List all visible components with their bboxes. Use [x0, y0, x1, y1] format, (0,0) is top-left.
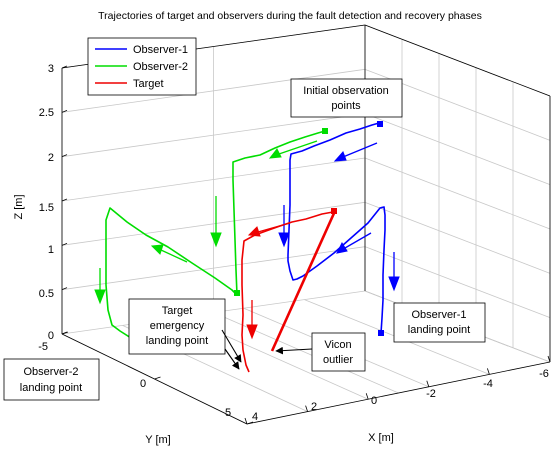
x-tick-0: 0 — [371, 395, 377, 407]
chart-title: Trajectories of target and observers dur… — [98, 10, 482, 22]
observer-2-trajectory — [105, 130, 326, 339]
annotation-observer-1-landing: Observer-1 landing point — [393, 302, 486, 343]
y-tick-mark-0 — [61, 331, 69, 335]
svg-text:Observer-2: Observer-2 — [133, 61, 188, 73]
vicon-outlier-segment — [270, 210, 337, 352]
vicon-outlier-pointer — [275, 346, 313, 355]
x-tick-mark-5 — [547, 355, 551, 363]
annotation-initial-observation: Initial observation points — [290, 78, 403, 118]
x-tick-minus6: -6 — [539, 368, 549, 380]
annotation-vicon-outlier: Vicon outlier — [311, 332, 366, 372]
box-top-right — [364, 24, 551, 97]
legend-entry-target: Target — [95, 78, 164, 90]
y-tick-mark-1 — [154, 376, 161, 380]
grid-z-right-3 — [364, 157, 551, 230]
grid-z-right-2 — [364, 201, 551, 274]
grid-z-right-4 — [364, 113, 551, 186]
svg-text:landing point: landing point — [408, 324, 470, 336]
observer-1-series — [287, 122, 386, 334]
x-tick-mark-1 — [305, 405, 308, 412]
x-tick-minus4: -4 — [483, 378, 493, 390]
observer-1-trajectory — [287, 122, 386, 334]
x-tick-minus2: -2 — [426, 388, 436, 400]
svg-text:landing point: landing point — [146, 335, 208, 347]
observer-2-markers — [234, 128, 328, 296]
x-tick-mark-4 — [487, 368, 490, 375]
z-tick-mark-5 — [61, 109, 68, 113]
y-tick-mark-2 — [246, 421, 254, 425]
svg-text:Observer-1: Observer-1 — [133, 44, 188, 56]
svg-text:Target: Target — [162, 305, 193, 317]
svg-text:landing point: landing point — [20, 382, 82, 394]
observer-2-arrow-top — [278, 140, 318, 155]
z-tick-0: 0 — [48, 330, 54, 342]
legend-entry-observer-2: Observer-2 — [95, 61, 188, 73]
z-tick-mark-6 — [61, 65, 68, 69]
legend: Observer-1 Observer-2 Target — [87, 37, 197, 96]
axis-ticks: 0 0.5 1 1.5 2 2.5 3 4 2 0 -2 -4 -6 -5 0 … — [38, 63, 549, 423]
z-tick-mark-1 — [61, 287, 68, 291]
x-tick-mark-3 — [426, 380, 430, 387]
observer-1-arrow-mid — [344, 232, 372, 249]
svg-text:Target: Target — [133, 78, 164, 90]
grid-floor-y-1 — [213, 312, 399, 394]
grid-z-right-1 — [364, 246, 551, 319]
axis-x-line — [246, 361, 551, 425]
z-tick-2: 2 — [48, 152, 54, 164]
annotation-observer-2-landing: Observer-2 landing point — [3, 358, 100, 401]
z-tick-1: 1 — [48, 244, 54, 256]
svg-text:emergency: emergency — [150, 320, 205, 332]
legend-entry-observer-1: Observer-1 — [95, 44, 188, 56]
annotation-pointers — [221, 329, 313, 370]
x-tick-2: 2 — [311, 401, 317, 413]
y-tick-minus5: -5 — [38, 341, 48, 353]
z-tick-mark-4 — [61, 154, 68, 158]
observer-1-arrow-top — [342, 142, 378, 158]
y-tick-0: 0 — [140, 378, 146, 390]
annotation-target-landing: Target emergency landing point — [128, 298, 226, 355]
svg-text:outlier: outlier — [323, 354, 353, 366]
observer-2-arrow-mid — [160, 249, 188, 263]
x-axis-label: X [m] — [368, 432, 394, 444]
svg-text:Observer-1: Observer-1 — [411, 309, 466, 321]
direction-arrows — [94, 140, 400, 340]
x-tick-mark-2 — [365, 393, 369, 400]
z-tick-mark-2 — [61, 242, 68, 246]
x-tick-4: 4 — [252, 411, 258, 423]
z-tick-3: 3 — [48, 63, 54, 75]
axes-box — [61, 24, 551, 425]
target-markers — [331, 208, 337, 214]
target-landing-pointer-2 — [224, 348, 240, 370]
target-landing-pointer-1 — [221, 329, 242, 363]
target-series — [241, 210, 337, 373]
svg-text:Vicon: Vicon — [324, 339, 351, 351]
observer-1-markers — [377, 121, 384, 336]
y-tick-5: 5 — [225, 407, 231, 419]
y-axis-label: Y [m] — [145, 434, 170, 446]
z-tick-1.5: 1.5 — [39, 202, 54, 214]
observer-2-series — [105, 130, 326, 339]
z-tick-2.5: 2.5 — [39, 107, 54, 119]
svg-text:Observer-2: Observer-2 — [23, 366, 78, 378]
z-axis-label: Z [m] — [13, 194, 25, 219]
z-tick-mark-3 — [61, 198, 68, 202]
svg-text:points: points — [331, 100, 361, 112]
target-arrow-top — [257, 222, 291, 233]
z-tick-0.5: 0.5 — [39, 288, 54, 300]
svg-text:Initial observation: Initial observation — [303, 85, 389, 97]
target-trajectory — [241, 211, 334, 373]
x-tick-mark-0 — [244, 417, 248, 425]
